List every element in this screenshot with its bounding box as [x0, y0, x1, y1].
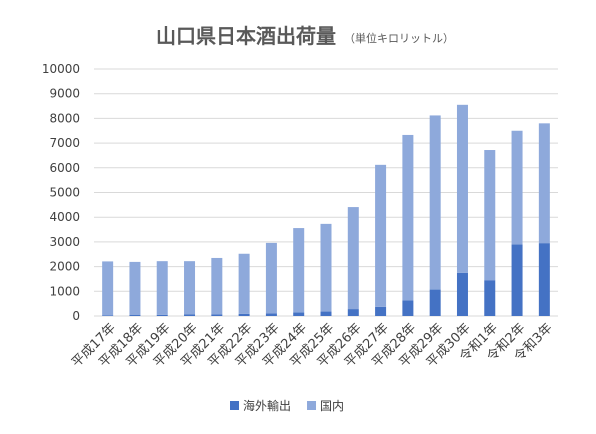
- bar-segment: [184, 261, 196, 315]
- bar-stack: [347, 207, 359, 316]
- bar-stack: [129, 261, 141, 316]
- bar-segment: [484, 150, 496, 281]
- bar-segment: [320, 311, 332, 316]
- legend-item: 国内: [307, 399, 344, 413]
- bar-segment: [347, 207, 359, 310]
- legend-label: 海外輸出: [243, 398, 291, 413]
- y-tick-label: 0: [72, 309, 80, 323]
- bar-segment: [347, 309, 359, 316]
- bar-segment: [320, 223, 332, 312]
- bar-stack: [238, 253, 250, 316]
- bar-stack: [211, 257, 223, 316]
- bar-segment: [238, 253, 250, 314]
- bar-segment: [511, 130, 523, 245]
- chart-title-group: 山口県日本酒出荷量 （単位キロリットル）: [156, 24, 454, 48]
- legend-swatch: [307, 401, 317, 410]
- bar-segment: [402, 300, 414, 316]
- bar-segment: [429, 115, 441, 290]
- bar-stack: [265, 242, 277, 316]
- bar-segment: [511, 244, 523, 316]
- bar-stack: [156, 261, 168, 316]
- bar-segment: [102, 315, 114, 316]
- y-tick-label: 6000: [49, 161, 80, 175]
- bar-segment: [211, 257, 223, 315]
- chart-title: 山口県日本酒出荷量: [156, 24, 336, 48]
- bar-segment: [238, 313, 250, 316]
- bar-stack: [511, 130, 523, 316]
- y-tick-label: 2000: [49, 260, 80, 274]
- bar-segment: [184, 314, 196, 316]
- bar-segment: [293, 228, 305, 313]
- bar-segment: [484, 280, 496, 316]
- y-tick-label: 9000: [49, 87, 80, 101]
- legend: 海外輸出 国内: [230, 398, 344, 413]
- bar-stack: [402, 134, 414, 316]
- bar-segment: [429, 289, 441, 316]
- bar-segment: [129, 315, 141, 316]
- bar-segment: [211, 314, 223, 316]
- bar-stack: [184, 261, 196, 316]
- y-tick-label: 10000: [42, 62, 80, 76]
- y-tick-label: 3000: [49, 235, 80, 249]
- bar-segment: [375, 306, 387, 316]
- y-tick-label: 5000: [49, 186, 80, 200]
- bar-stack: [293, 228, 305, 316]
- bar-stack: [538, 123, 550, 316]
- bar-segment: [293, 312, 305, 316]
- bar-stack: [429, 115, 441, 316]
- x-axis-ticks: 平成17年平成18年平成19年平成20年平成21年平成22年平成23年平成24年…: [69, 321, 556, 371]
- bar-stack: [375, 164, 387, 316]
- bar-stack: [320, 223, 332, 316]
- bar-segment: [538, 123, 550, 244]
- y-tick-label: 8000: [49, 111, 80, 125]
- bar-segment: [102, 261, 114, 316]
- bar-layer: [102, 104, 550, 316]
- bar-segment: [129, 261, 141, 316]
- y-axis-ticks: 0 1000 2000 3000 4000 5000 6000 7000 8000 9000 100…: [42, 62, 80, 323]
- chart-subtitle: （単位キロリットル）: [344, 31, 454, 45]
- bar-segment: [375, 164, 387, 307]
- legend-label: 国内: [320, 399, 344, 413]
- bar-segment: [456, 104, 468, 273]
- bar-stack: [102, 261, 114, 316]
- legend-item: 海外輸出: [230, 398, 291, 413]
- bar-stack: [456, 104, 468, 316]
- bar-segment: [538, 243, 550, 316]
- bar-segment: [456, 272, 468, 316]
- bar-segment: [265, 313, 277, 316]
- bar-segment: [156, 261, 168, 315]
- legend-swatch: [230, 401, 239, 410]
- y-tick-label: 1000: [49, 284, 80, 298]
- y-tick-label: 4000: [49, 210, 80, 224]
- bar-segment: [265, 242, 277, 314]
- y-tick-label: 7000: [49, 136, 80, 150]
- bar-stack: [484, 150, 496, 316]
- bar-segment: [402, 134, 414, 301]
- bar-segment: [156, 314, 168, 316]
- grid-layer: [94, 68, 558, 317]
